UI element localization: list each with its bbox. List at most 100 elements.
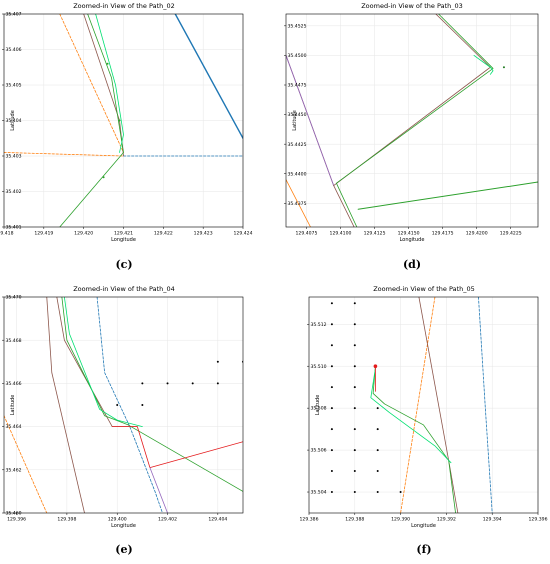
chart-3-marker-13 xyxy=(353,344,356,347)
chart-3-xtick-label-3: 129.392 xyxy=(437,517,456,523)
chart-3-marker-23 xyxy=(376,449,379,452)
chart-1-caption: (d) xyxy=(403,258,421,271)
chart-2-ytick-label-0: 35.460 xyxy=(6,511,22,517)
chart-1-xtick-label-4: 129.4175 xyxy=(432,231,454,237)
chart-2-series-0 xyxy=(4,415,48,513)
chart-3-marker-10 xyxy=(330,491,333,494)
chart-3-marker-7 xyxy=(330,428,333,431)
chart-2-series-4 xyxy=(61,297,243,492)
chart-2-marker-4 xyxy=(116,404,119,406)
chart-3-ylabel: Latitude xyxy=(315,395,321,416)
chart-3-marker-22 xyxy=(376,428,379,431)
chart-3-marker-15 xyxy=(353,386,356,389)
chart-3-ytick-label-2: 35.508 xyxy=(311,406,327,412)
chart-2-marker-3 xyxy=(216,382,219,385)
chart-3-title: Zoomed-in View of the Path_05 xyxy=(373,285,475,293)
chart-1-ytick-label-3: 35.4450 xyxy=(288,112,307,118)
chart-2-xtick-label-3: 129.402 xyxy=(158,517,177,523)
chart-2-xtick-label-4: 129.404 xyxy=(208,517,227,523)
chart-1-title: Zoomed-in View of the Path_03 xyxy=(361,2,463,10)
chart-1-series-5 xyxy=(473,55,494,75)
chart-1-xlabel: Longitude xyxy=(400,237,425,243)
chart-3-caption: (f) xyxy=(416,543,431,556)
chart-0-ytick-label-3: 35.404 xyxy=(6,118,22,124)
chart-3-ytick-label-3: 35.510 xyxy=(311,364,327,370)
chart-3-ytick-label-0: 35.504 xyxy=(311,490,327,496)
chart-3-marker-0 xyxy=(373,364,378,369)
chart-3-series-4 xyxy=(370,367,452,464)
chart-3-marker-4 xyxy=(330,365,333,368)
chart-1-frame xyxy=(285,13,539,228)
chart-3-marker-12 xyxy=(353,323,356,326)
chart-2-marker-6 xyxy=(216,360,219,363)
chart-1-series-3 xyxy=(333,14,491,186)
chart-1-series-6 xyxy=(357,181,538,210)
chart-2-series-1 xyxy=(46,297,85,513)
chart-2-ytick-label-3: 35.466 xyxy=(6,381,22,387)
chart-0-marker-1 xyxy=(118,119,121,122)
chart-2-ytick-label-2: 35.464 xyxy=(6,424,22,430)
chart-2-frame xyxy=(3,296,244,514)
chart-1-xtick-label-3: 129.4150 xyxy=(398,231,420,237)
chart-2-ylabel: Latitude xyxy=(10,395,16,416)
chart-1-series-2 xyxy=(286,179,311,227)
chart-1-xtick-label-0: 129.4075 xyxy=(295,231,317,237)
chart-1-xtick-label-1: 129.4100 xyxy=(330,231,352,237)
chart-3-marker-20 xyxy=(353,491,356,494)
chart-1-data xyxy=(286,14,538,227)
chart-1-xtick-label-2: 129.4125 xyxy=(364,231,386,237)
chart-2-series-7 xyxy=(149,467,168,513)
chart-1-ytick-label-4: 35.4475 xyxy=(288,83,307,89)
chart-0-ytick-label-4: 35.405 xyxy=(6,83,22,89)
chart-3-xtick-label-2: 129.390 xyxy=(391,517,410,523)
chart-3-series-2 xyxy=(478,297,493,513)
chart-0-xtick-label-2: 129.420 xyxy=(74,231,93,237)
chart-3-marker-25 xyxy=(376,491,379,494)
chart-3-marker-8 xyxy=(330,449,333,452)
chart-0-series-6 xyxy=(95,14,124,153)
chart-3-marker-6 xyxy=(330,407,333,410)
chart-1-xtick-label-5: 129.4200 xyxy=(466,231,488,237)
chart-2-ytick-label-1: 35.462 xyxy=(6,467,22,473)
chart-3-data xyxy=(330,297,493,513)
chart-0-xtick-label-0: 129.418 xyxy=(0,231,14,237)
chart-0-ytick-label-5: 35.406 xyxy=(6,47,22,53)
chart-3-marker-5 xyxy=(330,386,333,389)
chart-3-marker-26 xyxy=(399,491,402,494)
chart-0-series-1 xyxy=(4,152,124,157)
chart-2-series-6 xyxy=(111,426,243,469)
chart-3-marker-19 xyxy=(353,470,356,473)
chart-0-data xyxy=(4,14,243,227)
chart-1-series-1 xyxy=(286,55,335,186)
chart-2-series-2 xyxy=(96,297,163,513)
chart-0-ytick-label-0: 35.401 xyxy=(6,225,22,231)
chart-0-series-0 xyxy=(59,14,124,153)
chart-2-ytick-label-5: 35.470 xyxy=(6,295,22,301)
chart-0-caption: (c) xyxy=(115,258,132,271)
chart-2-marker-0 xyxy=(141,382,144,385)
chart-3-xtick-label-0: 129.386 xyxy=(300,517,319,523)
chart-0-marker-2 xyxy=(102,176,105,179)
chart-2-data xyxy=(4,297,243,513)
chart-0-xtick-label-1: 129.419 xyxy=(34,231,53,237)
chart-3-xlabel: Longitude xyxy=(411,523,436,529)
chart-3-series-3 xyxy=(372,365,456,513)
chart-0-series-3 xyxy=(174,14,243,139)
chart-2: 129.396 129.398 129.400 129.402 129.404 35.46… xyxy=(2,285,244,556)
chart-2-ytick-label-4: 35.468 xyxy=(6,338,22,344)
chart-3-marker-2 xyxy=(330,323,333,326)
chart-1-marker-0 xyxy=(502,66,505,69)
chart-2-title: Zoomed-in View of the Path_04 xyxy=(73,285,175,293)
chart-0-xtick-label-6: 129.424 xyxy=(234,231,253,237)
chart-0: 129.418 129.419 129.420 129.421 129.422 129.4… xyxy=(0,2,253,271)
chart-1-ytick-label-5: 35.4500 xyxy=(288,53,307,59)
chart-3-marker-11 xyxy=(353,302,356,305)
chart-3-frame xyxy=(308,296,539,514)
chart-0-ytick-label-1: 35.402 xyxy=(6,189,22,195)
chart-3-xtick-label-1: 129.388 xyxy=(345,517,364,523)
chart-0-xtick-label-4: 129.422 xyxy=(154,231,173,237)
chart-3-xtick-label-4: 129.394 xyxy=(483,517,502,523)
chart-3-marker-16 xyxy=(353,407,356,410)
chart-3-marker-24 xyxy=(376,470,379,473)
